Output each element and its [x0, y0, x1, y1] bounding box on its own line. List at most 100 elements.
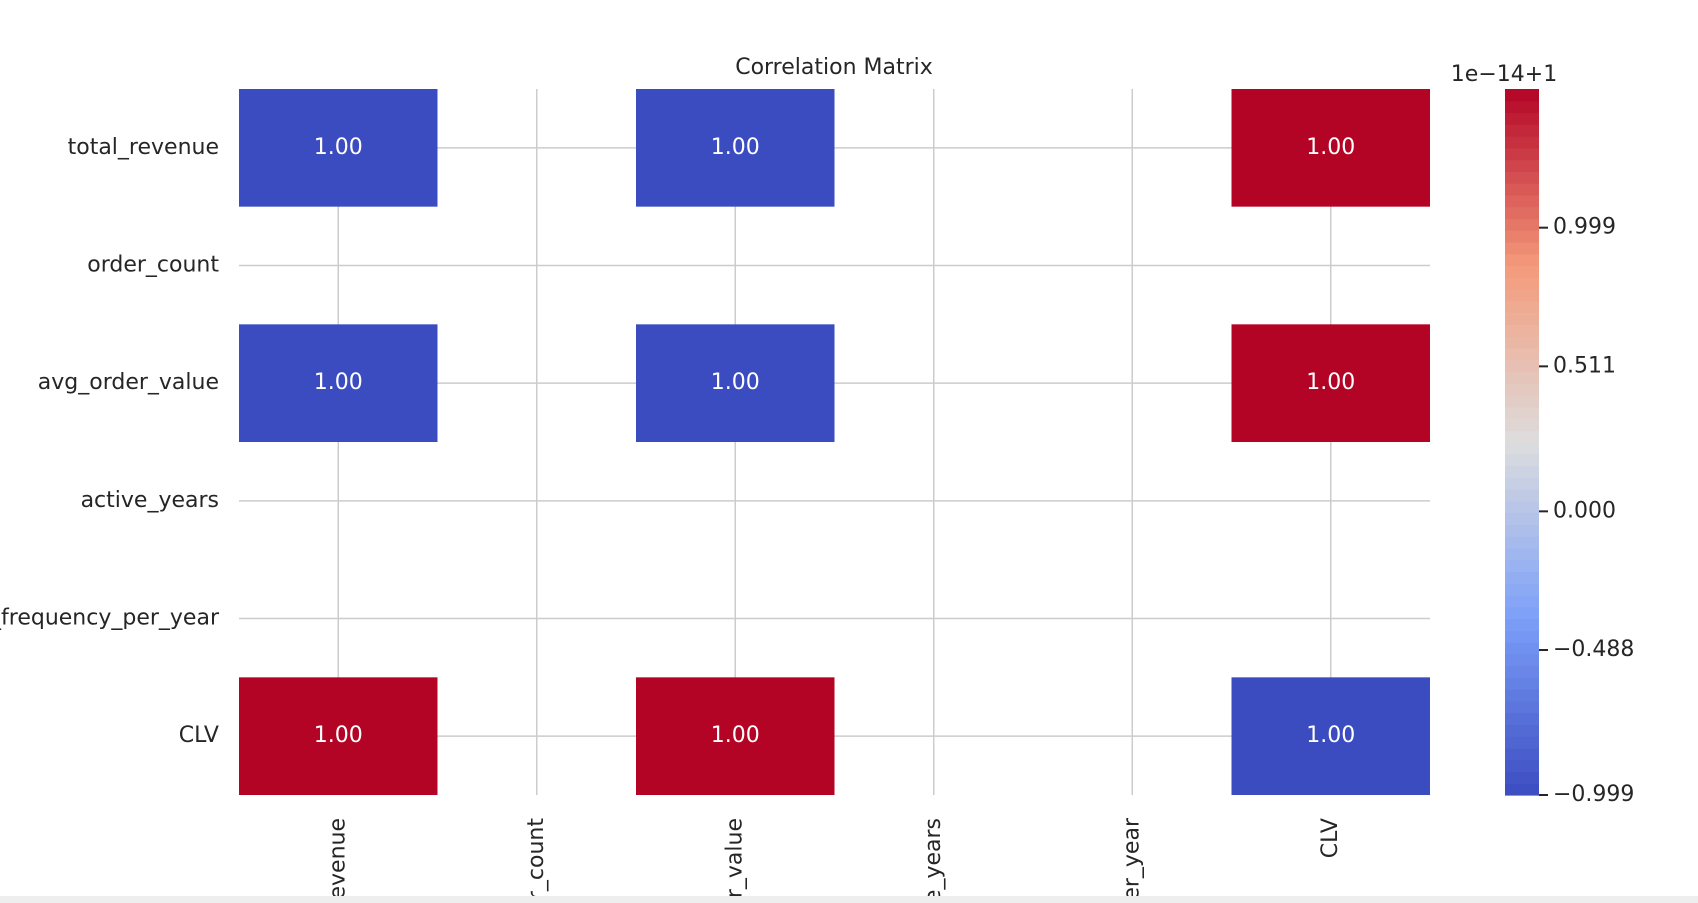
colorbar-segment [1505, 241, 1539, 255]
colorbar-segment [1505, 547, 1539, 561]
colorbar-segment [1505, 265, 1539, 278]
colorbar-tick-label: 0.999 [1553, 215, 1616, 240]
colorbar-segment [1505, 159, 1539, 172]
colorbar-segment [1505, 453, 1539, 467]
y-tick-label: purchase_frequency_per_year [0, 606, 220, 631]
colorbar-segment [1505, 147, 1539, 161]
colorbar-segment [1505, 112, 1539, 125]
bottom-bar [0, 896, 1698, 903]
colorbar-segment [1505, 677, 1539, 690]
colorbar-segment [1505, 700, 1539, 714]
colorbar-segment [1505, 324, 1539, 337]
colorbar-segment [1505, 512, 1539, 525]
colorbar-segment [1505, 689, 1539, 702]
colorbar-segment [1505, 759, 1539, 773]
y-tick-label: total_revenue [68, 135, 219, 160]
colorbar-tick-label: −0.999 [1553, 782, 1634, 807]
x-tick-label: CLV [1318, 818, 1343, 858]
colorbar-segment [1505, 300, 1539, 314]
colorbar-segment [1505, 312, 1539, 325]
colorbar-segment [1505, 89, 1539, 102]
colorbar-segment [1505, 618, 1539, 631]
cell-label: 1.00 [711, 370, 760, 395]
colorbar-segment [1505, 124, 1539, 137]
colorbar-segment [1505, 559, 1539, 573]
colorbar-offset: 1e−14+1 [1451, 62, 1557, 87]
y-tick-label: avg_order_value [38, 370, 219, 395]
x-tick-label: active_years [921, 818, 946, 903]
colorbar-segment [1505, 524, 1539, 537]
colorbar-segment [1505, 583, 1539, 596]
heatmap-cell [239, 677, 438, 795]
colorbar-segment [1505, 218, 1539, 231]
colorbar-segment [1505, 383, 1539, 396]
colorbar-segment [1505, 489, 1539, 502]
colorbar-segment [1505, 571, 1539, 584]
colorbar-tick-label: −0.488 [1553, 637, 1634, 662]
colorbar-segment [1505, 100, 1539, 114]
cell-label: 1.00 [711, 135, 760, 160]
colorbar-segment [1505, 394, 1539, 408]
heatmap-cell [1231, 677, 1430, 795]
cell-label: 1.00 [314, 723, 363, 748]
chart-title: Correlation Matrix [735, 55, 933, 80]
colorbar-segment [1505, 418, 1539, 431]
heatmap-cell [239, 324, 438, 442]
colorbar-segment [1505, 783, 1539, 796]
y-tick-label: order_count [87, 253, 219, 278]
cell-label: 1.00 [1306, 723, 1355, 748]
cell-label: 1.00 [314, 370, 363, 395]
colorbar-segment [1505, 371, 1539, 384]
colorbar-segment [1505, 230, 1539, 243]
heatmap-cell [1231, 89, 1430, 207]
colorbar-segment [1505, 465, 1539, 478]
colorbar-segment [1505, 477, 1539, 490]
colorbar-segment [1505, 642, 1539, 655]
cell-label: 1.00 [314, 135, 363, 160]
colorbar-segment [1505, 594, 1539, 608]
cell-label: 1.00 [1306, 135, 1355, 160]
heatmap-cell [239, 89, 438, 207]
colorbar-segment [1505, 347, 1539, 361]
colorbar-segment [1505, 653, 1539, 667]
colorbar-segment [1505, 194, 1539, 208]
colorbar-segment [1505, 406, 1539, 420]
y-tick-label: CLV [179, 723, 219, 748]
heatmap-cell [1231, 324, 1430, 442]
colorbar-segment [1505, 183, 1539, 196]
x-tick-label: total_revenue [325, 818, 350, 903]
colorbar-segment [1505, 289, 1539, 302]
x-tick-label: avg_order_value [722, 818, 747, 903]
colorbar-segment [1505, 712, 1539, 725]
colorbar-segment [1505, 500, 1539, 514]
colorbar-segment [1505, 336, 1539, 349]
colorbar-segment [1505, 206, 1539, 220]
colorbar-segment [1505, 736, 1539, 749]
colorbar-segment [1505, 771, 1539, 784]
y-tick-label: active_years [81, 488, 219, 513]
heatmap-cell [636, 324, 835, 442]
cell-label: 1.00 [711, 723, 760, 748]
colorbar-segment [1505, 430, 1539, 443]
colorbar-tick-label: 0.000 [1553, 498, 1616, 523]
colorbar-segment [1505, 171, 1539, 184]
colorbar-segment [1505, 630, 1539, 643]
colorbar-segment [1505, 724, 1539, 737]
heatmap-cell [636, 89, 835, 207]
colorbar-segment [1505, 536, 1539, 549]
colorbar-segment [1505, 136, 1539, 149]
colorbar-segment [1505, 442, 1539, 455]
colorbar-segment [1505, 747, 1539, 761]
colorbar-segment [1505, 277, 1539, 290]
x-tick-label: order_count [524, 818, 549, 903]
heatmap-cell [636, 677, 835, 795]
colorbar-segment [1505, 665, 1539, 678]
x-tick-label: purchase_frequency_per_year [1119, 817, 1144, 903]
colorbar-segment [1505, 359, 1539, 372]
cell-label: 1.00 [1306, 370, 1355, 395]
colorbar-segment [1505, 253, 1539, 267]
colorbar-tick-label: 0.511 [1553, 353, 1616, 378]
colorbar-segment [1505, 606, 1539, 620]
